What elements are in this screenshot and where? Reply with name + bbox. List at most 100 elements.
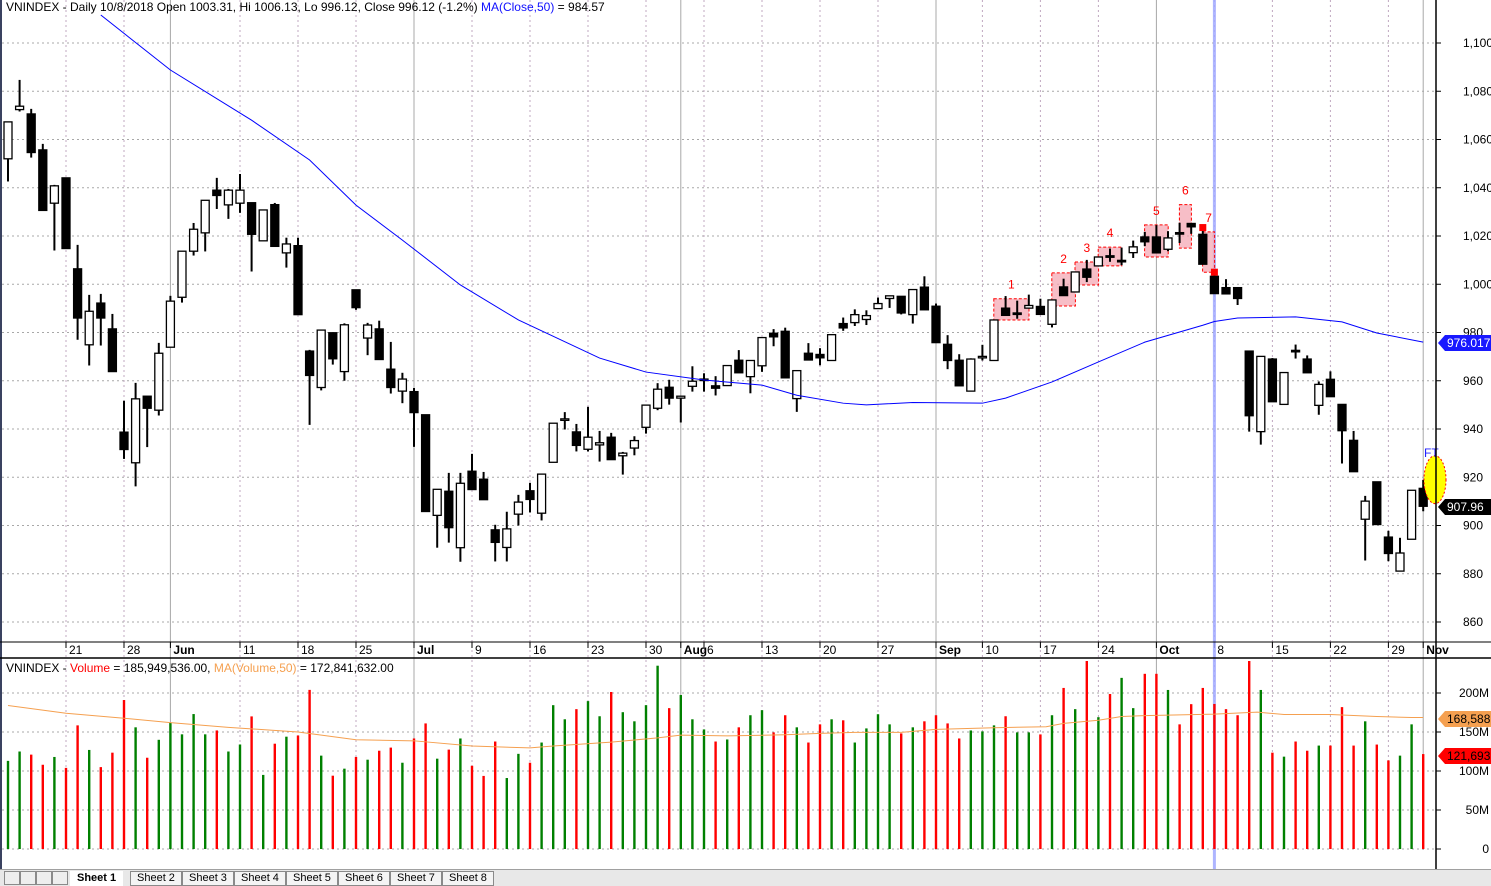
candle-body-down xyxy=(490,529,500,544)
candle xyxy=(989,319,999,362)
date-axis-label: 21 xyxy=(69,643,83,657)
candle xyxy=(966,358,976,392)
volume-label: Volume xyxy=(70,661,111,675)
volume-axis-label: 100M xyxy=(1459,764,1489,778)
pattern-annotations: 1 2 3 4 5 6 7 xyxy=(993,184,1216,321)
candle-body-up xyxy=(502,528,512,549)
tab-sheet-1[interactable]: Sheet 1 xyxy=(70,871,124,886)
candle-body-down xyxy=(1012,312,1022,316)
volume-bar xyxy=(691,719,694,849)
candle-body-down xyxy=(1000,307,1011,317)
volume-bar xyxy=(1201,687,1204,849)
tab-sheet-6[interactable]: Sheet 6 xyxy=(338,871,390,886)
volume-bar xyxy=(157,739,160,849)
candle-body-up xyxy=(432,488,442,517)
candle-body-down xyxy=(1302,358,1312,374)
candle xyxy=(1093,256,1104,267)
candle xyxy=(1024,294,1034,309)
date-axis-label: 18 xyxy=(301,643,315,657)
volume-bar xyxy=(378,750,381,849)
volume-bar xyxy=(610,691,613,849)
last-price-tag: 907.96 xyxy=(1438,499,1491,515)
candle-body-down xyxy=(1337,403,1347,432)
candle-body-down xyxy=(838,322,848,329)
tab-sheet-7[interactable]: Sheet 7 xyxy=(390,871,442,886)
candle xyxy=(130,382,141,487)
candle-body-up xyxy=(652,388,663,409)
ma-price-tag-text: 976.017 xyxy=(1447,336,1491,350)
ma-volume-tag-bg xyxy=(1438,711,1491,727)
volume-bar xyxy=(934,715,938,849)
candle xyxy=(142,395,152,448)
prev-sheet-button[interactable] xyxy=(20,871,36,885)
date-axis-label: 23 xyxy=(591,643,605,657)
tab-sheet-2[interactable]: Sheet 2 xyxy=(130,871,182,886)
next-sheet-button[interactable] xyxy=(36,871,52,885)
candle-body-down xyxy=(409,390,419,414)
last-sheet-button[interactable] xyxy=(52,871,68,885)
candle-body-up xyxy=(1128,246,1138,254)
volume-bar xyxy=(122,700,126,849)
tab-sheet-5[interactable]: Sheet 5 xyxy=(286,871,338,886)
candle-body-down xyxy=(386,368,396,389)
ma-price-tag: 976.017 xyxy=(1438,335,1491,351)
volume-bar xyxy=(389,747,392,849)
candle-body-up xyxy=(861,314,872,321)
volume-bar xyxy=(1340,707,1344,849)
candle xyxy=(1279,371,1289,406)
candle xyxy=(676,395,686,423)
candle xyxy=(3,121,13,182)
volume-bar xyxy=(784,715,787,849)
volume-bar xyxy=(88,749,91,849)
pattern-number-label: 2 xyxy=(1060,252,1067,266)
date-axis-label: 10 xyxy=(985,643,999,657)
candle-body-up xyxy=(1047,299,1057,325)
candle xyxy=(1232,286,1243,305)
candle xyxy=(397,372,408,404)
candle xyxy=(26,108,36,158)
candle xyxy=(931,303,941,344)
candle xyxy=(896,295,906,315)
volume-bar xyxy=(1132,708,1135,849)
candle-body-down xyxy=(1058,286,1069,297)
candle xyxy=(1047,299,1057,328)
candle-body-up xyxy=(455,482,466,549)
candle-body-down xyxy=(1151,236,1162,254)
volume-bar xyxy=(250,716,253,849)
volume-ma50-line xyxy=(7,704,1424,749)
volume-bar xyxy=(807,742,810,849)
candle-body-down xyxy=(1267,358,1278,403)
candle-body-down xyxy=(919,286,930,311)
candle xyxy=(212,177,222,209)
first-sheet-button[interactable] xyxy=(4,871,20,885)
candle-body-down xyxy=(664,386,674,399)
candle-body-down xyxy=(1372,481,1382,526)
candle xyxy=(618,451,628,475)
volume-bar xyxy=(1166,689,1170,849)
volume-bar xyxy=(1224,709,1228,849)
signal-marker xyxy=(1199,224,1207,232)
tab-sheet-3[interactable]: Sheet 3 xyxy=(182,871,234,886)
candle xyxy=(792,369,802,412)
candle-body-up xyxy=(676,395,686,399)
candle xyxy=(490,524,500,562)
candle xyxy=(884,295,895,308)
volume-bar xyxy=(146,757,149,849)
volume-bar xyxy=(760,710,764,849)
candle-body-down xyxy=(1290,349,1301,353)
volume-bar xyxy=(528,762,532,849)
candle xyxy=(919,276,930,311)
volume-bar xyxy=(1422,754,1425,849)
tab-sheet-4[interactable]: Sheet 4 xyxy=(234,871,286,886)
tab-sheet-8[interactable]: Sheet 8 xyxy=(442,871,494,886)
candle-body-up xyxy=(1070,271,1080,293)
volume-bar xyxy=(1387,760,1390,849)
candle xyxy=(107,313,118,373)
volume-axis-label: 50M xyxy=(1466,803,1489,817)
candle-body-up xyxy=(757,336,767,367)
candle xyxy=(1140,231,1150,247)
candle-body-up xyxy=(362,324,373,339)
candle xyxy=(838,317,848,331)
candle xyxy=(478,471,489,501)
